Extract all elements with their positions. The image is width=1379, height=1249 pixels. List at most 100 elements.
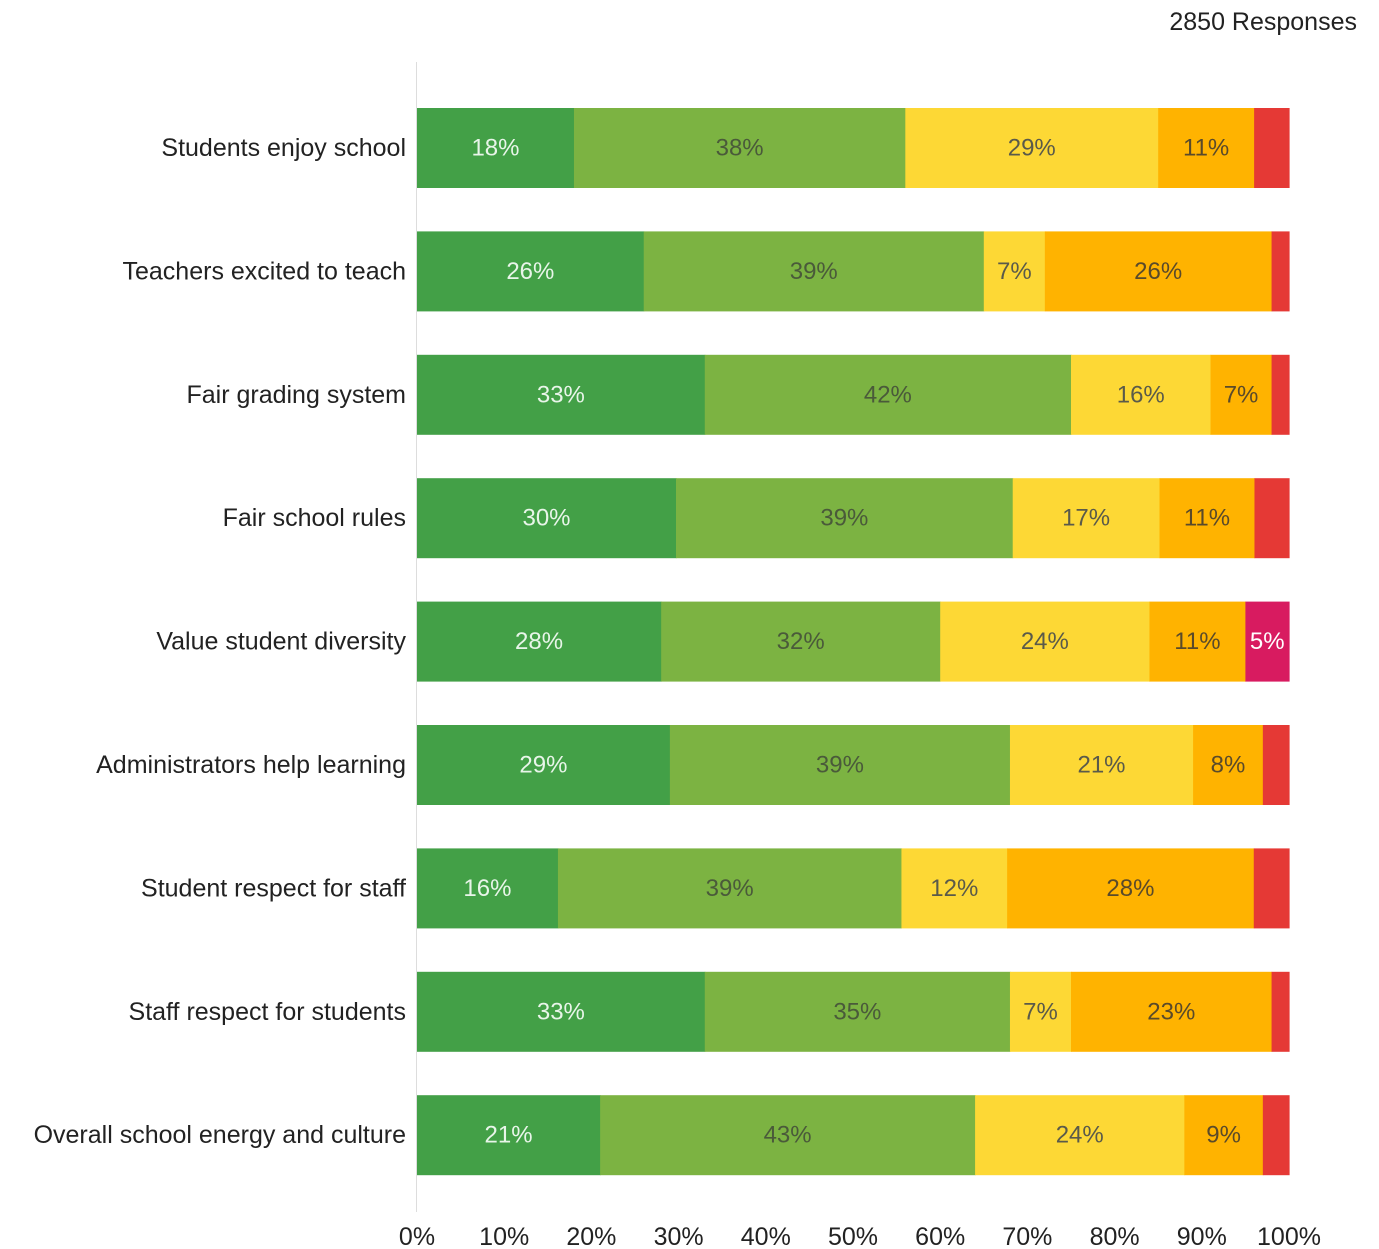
bar-row: Students enjoy school 18% 38% 29% 11% — [161, 108, 1290, 188]
data-label: 39% — [706, 875, 754, 902]
bar-segment — [1262, 1095, 1290, 1176]
category-label: Administrators help learning — [96, 751, 406, 779]
x-tick-label: 50% — [828, 1223, 878, 1249]
bar-segment — [1262, 725, 1290, 805]
bar-segment — [1159, 478, 1256, 559]
data-label: 43% — [764, 1122, 812, 1149]
category-label: Student respect for staff — [141, 874, 406, 902]
data-label: 28% — [1106, 875, 1154, 902]
bar-segment — [417, 1095, 601, 1176]
bar-segment — [676, 478, 1014, 559]
x-tick-label: 10% — [479, 1223, 529, 1249]
data-label: 30% — [522, 505, 570, 532]
x-tick-label: 30% — [654, 1223, 704, 1249]
bar-segment — [417, 971, 706, 1052]
data-label: 29% — [1008, 135, 1056, 162]
data-label: 39% — [816, 752, 864, 779]
data-label: 21% — [485, 1122, 533, 1149]
bar-row: Overall school energy and culture 21% 43% 2… — [34, 1095, 1290, 1176]
x-tick-label: 100% — [1257, 1223, 1321, 1249]
bar-segment — [1254, 108, 1290, 188]
bar-segment — [704, 971, 1011, 1052]
bar-segment — [704, 354, 1072, 435]
bar-segment — [1210, 354, 1273, 435]
bar-segment — [417, 354, 706, 435]
data-label: 39% — [790, 258, 838, 285]
data-label: 11% — [1183, 135, 1229, 162]
data-label: 5% — [1250, 628, 1285, 655]
data-label: 35% — [833, 998, 881, 1025]
data-label: 21% — [1077, 752, 1125, 779]
data-label: 39% — [820, 505, 868, 532]
x-axis-ticks: 0% 10% 20% 30% 40% 50% 60% 70% 80% 90% 100% — [399, 1223, 1321, 1249]
bar-segment — [643, 231, 985, 312]
bar-segment — [557, 848, 903, 929]
data-label: 17% — [1062, 505, 1110, 532]
bar-row: Student respect for staff 16% 39% 12% 28% — [141, 848, 1290, 929]
data-label: 11% — [1184, 505, 1230, 532]
bar-segment — [1071, 354, 1212, 435]
x-tick-label: 80% — [1090, 1223, 1140, 1249]
bar-segment — [975, 1095, 1185, 1176]
data-label: 32% — [777, 628, 825, 655]
bar-row: Value student diversity 28% 32% 24% 11% 5% — [156, 601, 1290, 682]
x-tick-label: 60% — [915, 1223, 965, 1249]
category-label: Fair school rules — [223, 504, 406, 532]
bar-segment — [417, 108, 575, 188]
bar-row: Fair school rules 30% 39% 17% 11% — [223, 478, 1290, 559]
category-label: Staff respect for students — [129, 998, 406, 1026]
bar-segment — [1009, 971, 1072, 1052]
x-tick-label: 40% — [741, 1223, 791, 1249]
bar-segment — [1253, 848, 1290, 929]
bar-segment — [1012, 478, 1161, 559]
bar-segment — [1271, 231, 1290, 312]
category-label: Value student diversity — [156, 628, 406, 656]
bar-segment — [417, 478, 677, 559]
data-label: 9% — [1206, 1122, 1241, 1149]
category-label: Overall school energy and culture — [34, 1121, 406, 1149]
bar-segment — [1271, 354, 1290, 435]
data-label: 29% — [519, 752, 567, 779]
data-label: 12% — [930, 875, 978, 902]
bar-segment — [417, 601, 662, 682]
bar-segment — [901, 848, 1008, 929]
bar-segment — [573, 108, 906, 188]
data-label: 11% — [1174, 628, 1220, 655]
bar-row: Teachers excited to teach 26% 39% 7% 26% — [123, 231, 1290, 312]
category-label: Fair grading system — [186, 381, 406, 409]
bar-segment — [1254, 478, 1290, 559]
bar-rows: Students enjoy school 18% 38% 29% 11% Teacher… — [34, 108, 1290, 1176]
data-label: 33% — [537, 381, 585, 408]
bar-segment — [1044, 231, 1273, 312]
bar-segment — [1271, 971, 1290, 1052]
bar-row: Administrators help learning 29% 39% 21% 8% — [96, 725, 1290, 805]
data-label: 26% — [1134, 258, 1182, 285]
bar-segment — [940, 601, 1151, 682]
bar-segment — [1071, 971, 1273, 1052]
bar-segment — [417, 848, 559, 929]
bar-row: Staff respect for students 33% 35% 7% 23% — [129, 971, 1290, 1052]
data-label: 28% — [515, 628, 563, 655]
bar-segment — [417, 231, 645, 312]
bar-segment — [669, 725, 1011, 805]
x-tick-label: 90% — [1177, 1223, 1227, 1249]
responses-count: 2850 Responses — [1169, 8, 1357, 36]
bar-segment — [1009, 725, 1194, 805]
data-label: 18% — [471, 135, 519, 162]
bar-segment — [417, 725, 671, 805]
x-tick-label: 0% — [399, 1223, 435, 1249]
bar-segment — [983, 231, 1046, 312]
bar-segment — [1193, 725, 1264, 805]
data-label: 24% — [1021, 628, 1069, 655]
data-label: 7% — [1224, 381, 1259, 408]
data-label: 42% — [864, 381, 912, 408]
bar-segment — [1245, 601, 1290, 682]
category-label: Students enjoy school — [161, 134, 406, 162]
data-label: 38% — [716, 135, 764, 162]
bar-segment — [1149, 601, 1246, 682]
data-label: 33% — [537, 998, 585, 1025]
x-tick-label: 70% — [1002, 1223, 1052, 1249]
data-label: 8% — [1211, 752, 1246, 779]
bar-segment — [1158, 108, 1255, 188]
